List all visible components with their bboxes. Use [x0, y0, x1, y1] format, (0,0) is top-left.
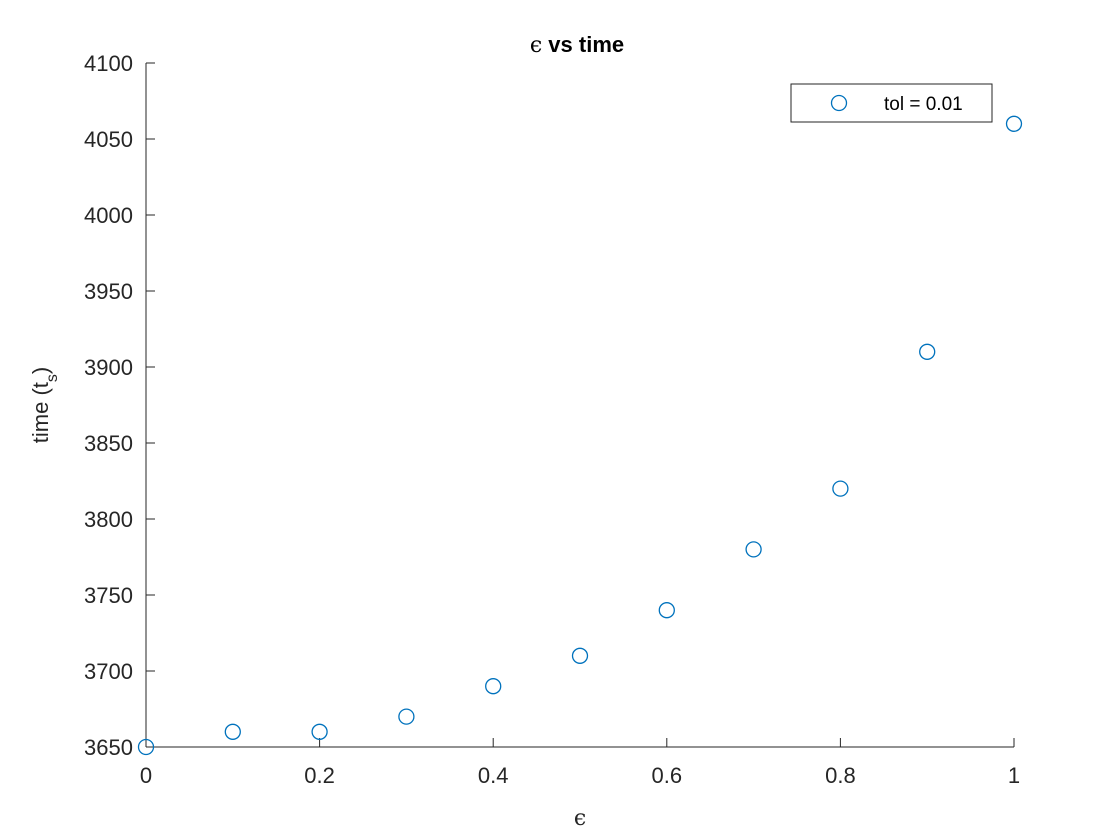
x-tick-label: 0.4: [478, 763, 509, 788]
y-axis-label-main: time (t: [28, 382, 53, 443]
y-tick-label: 4050: [84, 127, 133, 152]
data-point: [137, 738, 155, 756]
y-tick-label: 3650: [84, 735, 133, 760]
chart-title-text: vs time: [542, 32, 624, 57]
y-ticks: 3650 3700 3750 3800 3850 3900 3950 4000 4050 4100: [84, 51, 155, 760]
y-axis-label-close: ): [28, 367, 53, 374]
x-tick-label: 0: [140, 763, 152, 788]
y-tick-label: 3950: [84, 279, 133, 304]
data-point: [832, 480, 849, 497]
y-tick-label: 3700: [84, 659, 133, 684]
legend: tol = 0.01: [790, 83, 993, 123]
chart-title: ϵ vs time: [530, 32, 624, 58]
y-tick-label: 3850: [84, 431, 133, 456]
data-point: [1005, 115, 1023, 132]
data-point: [919, 343, 936, 360]
axes: [145, 63, 1014, 748]
data-point: [311, 723, 328, 740]
legend-marker: [830, 94, 848, 112]
y-tick-label: 3900: [84, 355, 133, 380]
y-tick-label: 3750: [84, 583, 133, 608]
data-point: [658, 602, 675, 619]
x-tick-label: 0.8: [825, 763, 856, 788]
y-tick-label: 4100: [84, 51, 133, 76]
data-point: [485, 678, 502, 695]
data-point: [224, 723, 241, 740]
x-axis-label: ϵ: [574, 806, 586, 831]
y-tick-label: 3800: [84, 507, 133, 532]
y-axis-label-subscript: s: [44, 374, 61, 382]
data-point: [745, 541, 762, 558]
x-tick-label: 0.2: [304, 763, 335, 788]
chart-title-symbol: ϵ: [530, 33, 542, 58]
data-points: [137, 115, 1023, 756]
y-axis-label: time (ts): [28, 367, 61, 443]
x-tick-label: 1: [1008, 763, 1020, 788]
x-tick-label: 0.6: [652, 763, 683, 788]
data-point: [398, 708, 415, 725]
legend-label: tol = 0.01: [884, 94, 963, 115]
data-point: [571, 647, 589, 664]
x-ticks: 0 0.2 0.4 0.6 0.8 1: [140, 738, 1020, 788]
legend-box: [790, 83, 993, 123]
y-tick-label: 4000: [84, 203, 133, 228]
